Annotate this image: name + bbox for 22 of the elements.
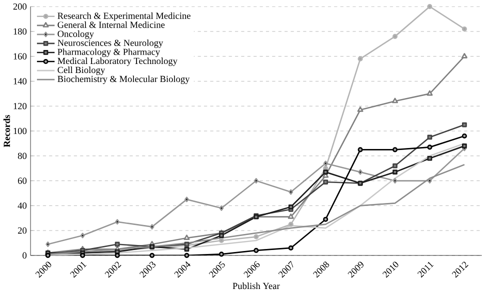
- y-tick-label: 80: [18, 152, 27, 160]
- legend-label: Biochemistry & Molecular Biology: [58, 76, 190, 84]
- y-tick-label: 100: [14, 128, 27, 134]
- y-tick-label: 40: [18, 202, 27, 210]
- y-tick-label: 60: [18, 178, 27, 184]
- y-tick-label: 20: [18, 228, 27, 234]
- x-axis-title: Publish Year: [232, 282, 280, 290]
- y-tick-label: 160: [14, 53, 27, 60]
- legend-label: Cell Biology: [58, 66, 106, 76]
- legend-label: Pharmacology & Pharmacy: [58, 48, 160, 58]
- legend-label: Neurosciences & Neurology: [58, 40, 164, 48]
- legend-label: General & Internal Medicine: [58, 22, 165, 28]
- x-tick-label: 2011: [417, 262, 434, 278]
- legend-label: Oncology: [58, 30, 94, 40]
- y-tick-label: 200: [13, 4, 27, 10]
- y-tick-label: 180: [14, 28, 27, 35]
- y-tick-label: 140: [14, 78, 27, 85]
- y-tick-label: 0: [22, 252, 27, 259]
- y-tick-label: 120: [14, 103, 27, 110]
- legend-label: Medical Laboratory Technology: [58, 58, 178, 66]
- legend-label: Research & Experimental Medicine: [58, 12, 190, 22]
- y-axis-title: Records: [3, 115, 10, 148]
